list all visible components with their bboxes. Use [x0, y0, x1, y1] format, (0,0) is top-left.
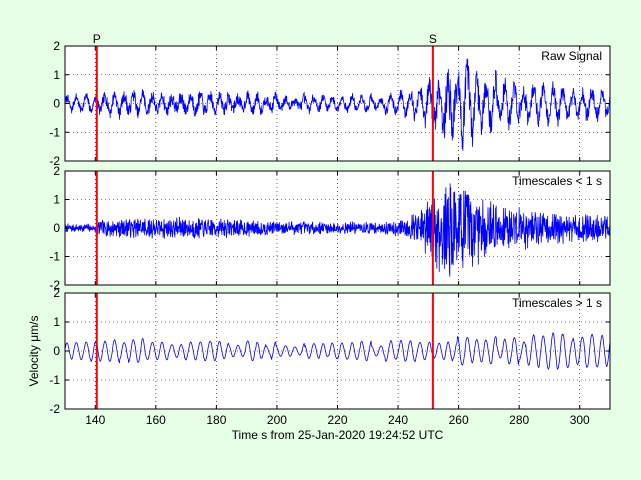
panel-label: Timescales > 1 s: [512, 296, 602, 310]
x-tick-label: 200: [267, 413, 287, 427]
y-axis-label: Velocity μm/s: [27, 316, 41, 387]
x-tick-label: 220: [327, 413, 347, 427]
y-tick-label: -1: [49, 125, 60, 139]
y-tick-label: 1: [53, 193, 60, 207]
y-tick-label: -1: [49, 250, 60, 264]
trace-series: [64, 183, 611, 277]
x-tick-label: 300: [570, 413, 590, 427]
phase-marker-label: P: [93, 32, 101, 46]
panel-3: -2 -1 0 1 2 Timescales > 1 s: [49, 286, 611, 416]
y-tick-label: -1: [49, 373, 60, 387]
y-tick-label: -2: [49, 402, 60, 416]
x-tick-label: 160: [146, 413, 166, 427]
y-tick-label: 1: [53, 68, 60, 82]
x-tick-label: 260: [449, 413, 469, 427]
y-tick-label: 2: [53, 39, 60, 53]
trace-series: [64, 332, 611, 370]
x-tick-label: 180: [206, 413, 226, 427]
y-tick-label: 1: [53, 315, 60, 329]
y-tick-label: 0: [53, 97, 60, 111]
panel-2: -2 -1 0 1 2 Timescales < 1 s: [49, 164, 611, 292]
y-tick-label: -2: [49, 278, 60, 292]
panel-label: Timescales < 1 s: [512, 174, 602, 188]
x-tick-label: 280: [509, 413, 529, 427]
y-tick-label: 0: [53, 221, 60, 235]
y-tick-label: -2: [49, 154, 60, 168]
trace-series: [64, 58, 611, 151]
x-tick-label: 140: [85, 413, 105, 427]
phase-marker-label: S: [429, 32, 437, 46]
panel-label: Raw Signal: [541, 49, 602, 63]
y-tick-label: 2: [53, 164, 60, 178]
panel-1: -2 -1 0 1 2 Raw Signal: [49, 39, 611, 168]
x-axis-label: Time s from 25-Jan-2020 19:24:52 UTC: [232, 428, 444, 442]
x-tick-label: 240: [388, 413, 408, 427]
y-tick-label: 0: [53, 344, 60, 358]
y-tick-label: 2: [53, 286, 60, 300]
